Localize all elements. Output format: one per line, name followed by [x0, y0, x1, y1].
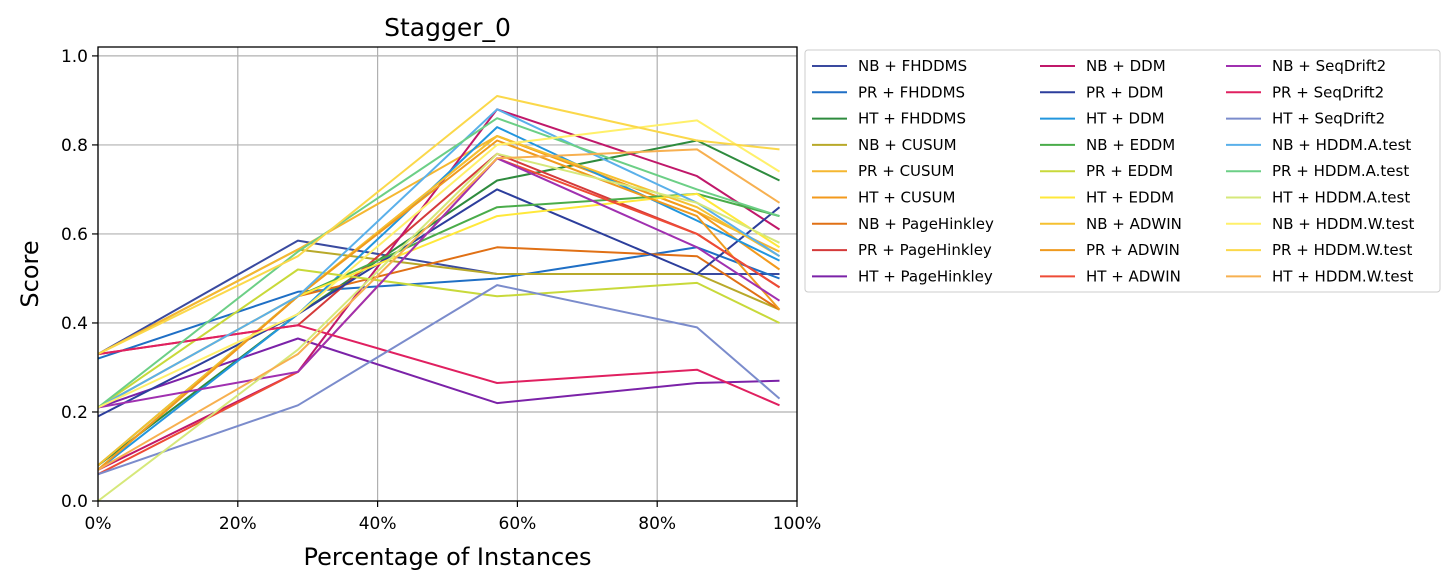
legend-entry: NB + HDDM.W.test — [1272, 215, 1415, 233]
legend-entry: PR + EDDM — [1086, 162, 1173, 180]
series-line-13 — [97, 268, 780, 409]
legend-entry: HT + DDM — [1086, 110, 1165, 128]
x-tick-label: 60% — [499, 514, 537, 534]
legend-entry: PR + DDM — [1086, 83, 1164, 101]
legend-entry: HT + ADWIN — [1086, 267, 1181, 285]
y-tick-label: 0.0 — [61, 492, 88, 512]
legend-entry: NB + FHDDMS — [858, 57, 967, 75]
series-lines — [97, 95, 781, 502]
axis-ticks: 0% 20% 40% 60% 80% 100% 0.0 0.2 0.4 0.6 0.8 1.0 — [61, 47, 821, 534]
series-line-2 — [97, 139, 780, 467]
legend-entry: NB + CUSUM — [858, 136, 957, 154]
plot-frame — [97, 46, 798, 502]
series-line-20 — [97, 284, 781, 476]
chart-title: Stagger_0 — [384, 13, 511, 42]
legend-entry: HT + HDDM.A.test — [1272, 189, 1410, 207]
series-line-25 — [97, 95, 780, 355]
y-axis-label: Score — [16, 240, 44, 307]
series-line-11 — [97, 126, 780, 471]
x-axis-label: Percentage of Instances — [304, 543, 592, 571]
legend-entry: NB + SeqDrift2 — [1272, 57, 1386, 75]
legend-entry: PR + HDDM.A.test — [1272, 162, 1409, 180]
legend-entry: PR + ADWIN — [1086, 241, 1180, 259]
legend: NB + FHDDMS PR + FHDDMS HT + FHDDMS NB + CU… — [804, 49, 1441, 293]
legend-entry: NB + EDDM — [1086, 136, 1175, 154]
x-tick-label: 20% — [219, 514, 257, 534]
legend-entry: HT + SeqDrift2 — [1272, 110, 1385, 128]
y-tick-label: 1.0 — [61, 47, 88, 67]
x-tick-label: 0% — [85, 514, 112, 534]
series-line-17 — [97, 157, 781, 476]
series-line-19 — [97, 324, 780, 407]
legend-box — [804, 49, 1441, 293]
legend-entry: HT + CUSUM — [858, 189, 955, 207]
legend-entry: PR + SeqDrift2 — [1272, 83, 1384, 101]
series-line-8 — [97, 337, 780, 409]
legend-entry: NB + DDM — [1086, 57, 1166, 75]
legend-entry: HT + EDDM — [1086, 189, 1174, 207]
series-line-15 — [97, 135, 781, 467]
legend-entry: PR + CUSUM — [858, 162, 954, 180]
series-line-21 — [97, 108, 781, 409]
y-tick-label: 0.4 — [61, 314, 88, 334]
x-tick-label: 100% — [773, 514, 822, 534]
legend-entry: PR + FHDDMS — [858, 83, 965, 101]
y-tick-label: 0.8 — [61, 136, 88, 156]
y-tick-label: 0.2 — [61, 403, 88, 423]
series-line-1 — [97, 246, 780, 360]
y-tick-label: 0.6 — [61, 225, 88, 245]
x-tick-label: 80% — [638, 514, 676, 534]
legend-entry: HT + PageHinkley — [858, 267, 993, 285]
legend-entry: HT + HDDM.W.test — [1272, 267, 1413, 285]
legend-entry: PR + PageHinkley — [858, 241, 992, 259]
legend-entry: PR + HDDM.W.test — [1272, 241, 1412, 259]
x-tick-label: 40% — [359, 514, 397, 534]
legend-entry: HT + FHDDMS — [858, 110, 966, 128]
series-line-22 — [97, 117, 780, 409]
series-line-24 — [97, 119, 781, 409]
legend-entry: NB + PageHinkley — [858, 215, 994, 233]
series-line-26 — [97, 148, 781, 471]
series-line-23 — [97, 152, 780, 502]
legend-entry: NB + ADWIN — [1086, 215, 1182, 233]
series-line-16 — [97, 139, 781, 471]
legend-entry: NB + HDDM.A.test — [1272, 136, 1411, 154]
